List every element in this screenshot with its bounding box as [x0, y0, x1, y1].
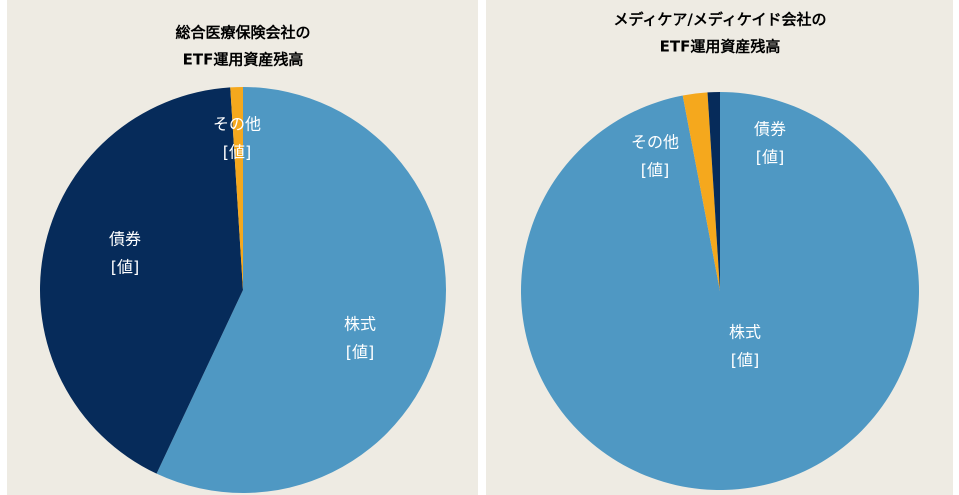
slice-label: その他: [213, 115, 261, 134]
value-label: [値]: [223, 143, 252, 162]
value-label: [値]: [731, 351, 760, 370]
value-label: [値]: [641, 161, 670, 180]
chart-title: ETF運用資産残高: [660, 38, 781, 56]
pie-slice: [39, 87, 243, 474]
pie-slice: [156, 87, 447, 493]
value-label: [値]: [756, 148, 785, 167]
chart-title: ETF運用資産残高: [183, 51, 304, 69]
value-label: [値]: [346, 343, 375, 362]
slice-label: その他: [631, 133, 679, 152]
chart-title: 総合医療保険会社の: [175, 24, 310, 42]
value-label: [値]: [111, 258, 140, 277]
slice-label: 債券: [754, 120, 786, 139]
pie-slice: [520, 92, 919, 490]
pie-slice: [707, 92, 720, 291]
pie-slice: [682, 92, 720, 292]
slice-label: 株式: [344, 315, 376, 334]
slice-label: 株式: [729, 323, 761, 342]
pie-slice: [230, 87, 243, 290]
slice-label: 債券: [109, 230, 141, 249]
chart-title: メディケア/メディケイド会社の: [613, 11, 826, 29]
